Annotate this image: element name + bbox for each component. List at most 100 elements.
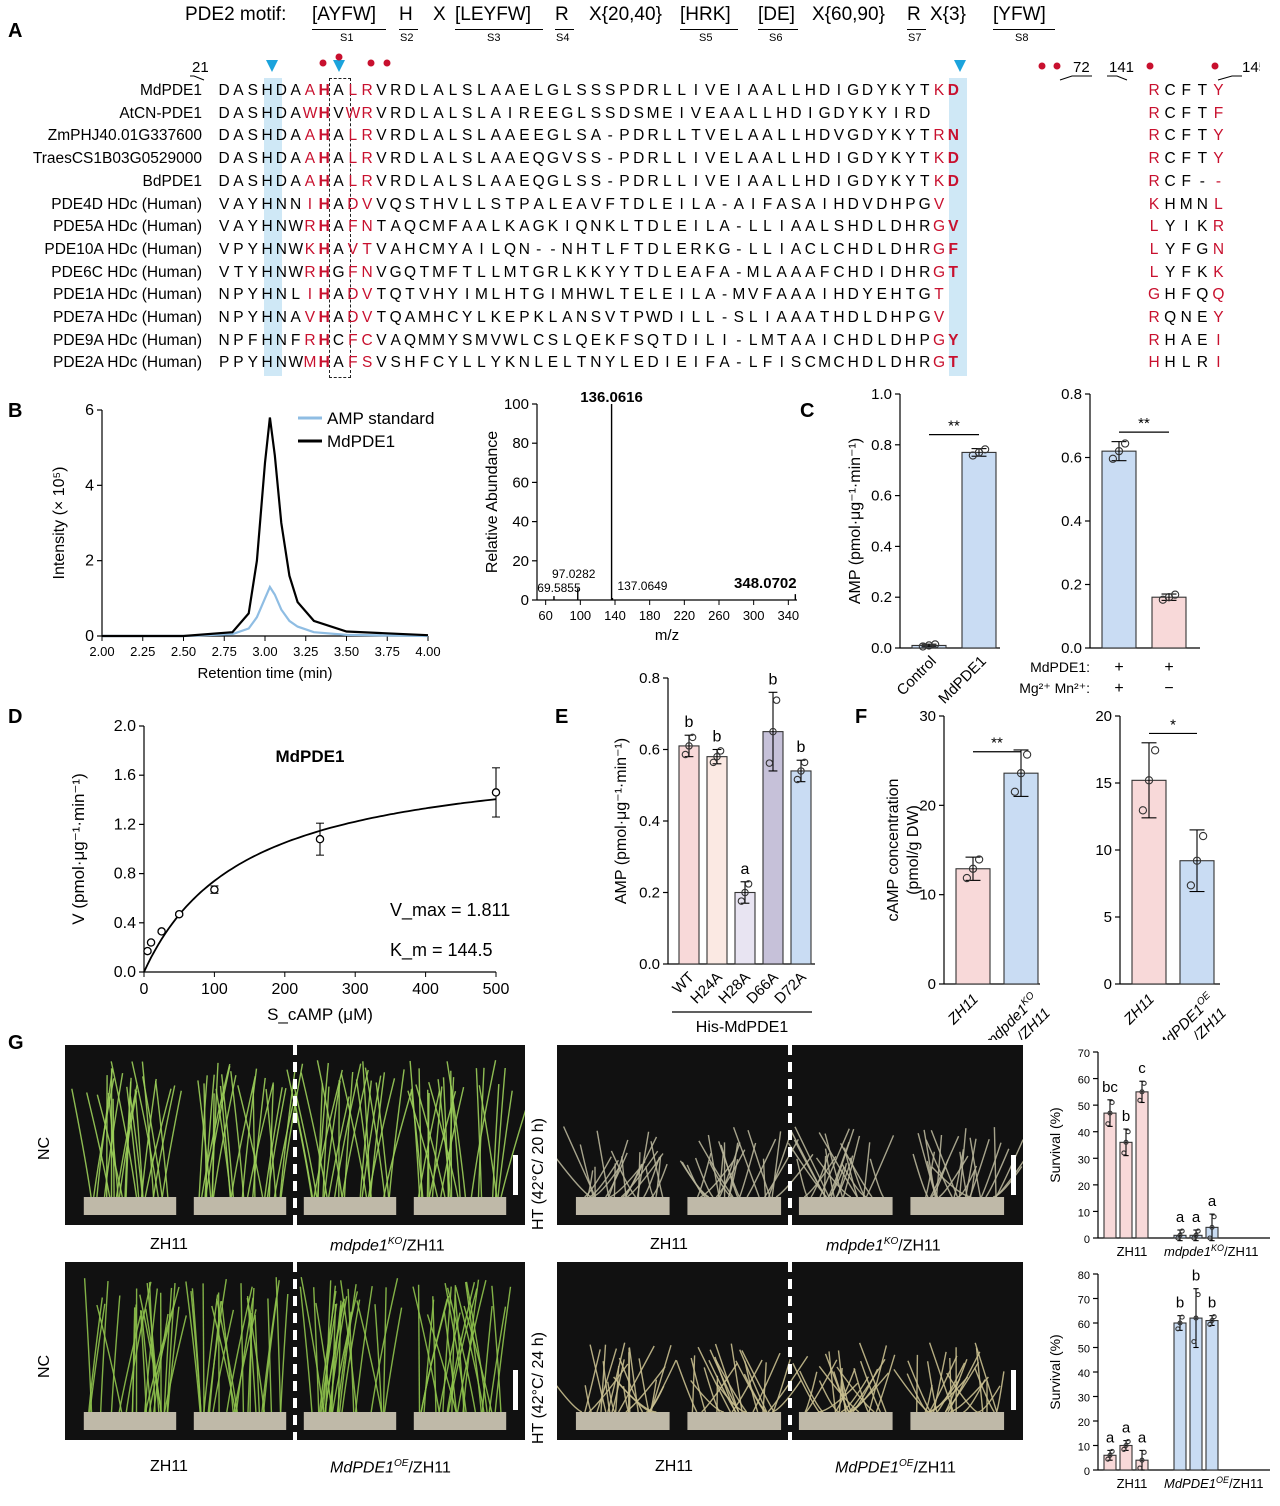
data-point bbox=[1109, 1099, 1115, 1106]
y-tick-label: 10 bbox=[1095, 842, 1112, 859]
data-point bbox=[1179, 1228, 1185, 1234]
y-tick-label: 40 bbox=[1078, 1368, 1090, 1380]
data-point bbox=[157, 927, 166, 936]
seedling-leaf bbox=[388, 1069, 405, 1198]
data-point bbox=[769, 727, 777, 736]
seedling-leaf bbox=[163, 1315, 187, 1413]
y-tick-label: 30 bbox=[919, 708, 936, 725]
mass-spectrum-chart: 0 20 40 60 80 100 60 100 140 180 220 260 300 340 m/z Re… bbox=[484, 390, 799, 644]
data-point bbox=[685, 742, 693, 750]
seedling-leaf bbox=[428, 1091, 457, 1198]
y-tick-label: 30 bbox=[1078, 1393, 1090, 1405]
caption-zh11: ZH11 bbox=[150, 1458, 188, 1475]
data-point bbox=[1137, 1097, 1143, 1103]
seedling-leaf bbox=[220, 1301, 234, 1413]
seedling-leaf bbox=[771, 1131, 782, 1198]
seedling-leaf bbox=[211, 1305, 237, 1413]
seedling-leaf bbox=[771, 1380, 802, 1413]
seedling-leaf bbox=[924, 1384, 933, 1413]
seedling-leaf bbox=[370, 1278, 399, 1413]
mutant-activity-chart: 0.00.20.40.60.8bbabbWTH24AH28AD66AD72AHi… bbox=[613, 670, 815, 1036]
seedling-leaf bbox=[947, 1351, 981, 1413]
seedling-leaf bbox=[700, 1159, 735, 1198]
panel-label-e: E bbox=[555, 706, 569, 728]
pot-tray bbox=[303, 1412, 397, 1430]
seedling-leaf bbox=[824, 1353, 850, 1413]
data-point bbox=[1139, 1089, 1145, 1095]
seedling-leaf bbox=[142, 1076, 163, 1198]
data-point bbox=[1144, 776, 1154, 785]
y-tick-label: 2.0 bbox=[114, 718, 136, 735]
seedling-leaf bbox=[237, 1085, 264, 1198]
conserved-his-highlight bbox=[264, 78, 282, 376]
significance-letter: a bbox=[1106, 1429, 1115, 1446]
seedling-leaf bbox=[969, 1138, 990, 1198]
y-tick-label: 20 bbox=[512, 553, 529, 570]
seedling-leaf bbox=[557, 1385, 583, 1413]
seedling-leaf bbox=[451, 1285, 457, 1413]
data-point bbox=[1105, 1456, 1111, 1462]
seedling-leaf bbox=[608, 1139, 629, 1198]
seedling-leaf bbox=[579, 1144, 595, 1198]
seedling-leaf bbox=[325, 1280, 332, 1413]
y-tick-label: 0.8 bbox=[639, 670, 660, 687]
seedling-leaf bbox=[500, 1109, 525, 1198]
motif-token: [LEYFW] bbox=[455, 4, 532, 25]
seedling-leaf bbox=[586, 1170, 594, 1198]
ms-peak-label: 348.0702 bbox=[734, 575, 797, 592]
motif-segment: S8 bbox=[1015, 32, 1029, 44]
seedling-leaf bbox=[374, 1304, 383, 1413]
pot-tray bbox=[910, 1197, 1005, 1215]
seedling-leaf bbox=[407, 1090, 439, 1198]
seedling-leaf bbox=[715, 1359, 748, 1413]
seedling-leaf bbox=[426, 1092, 430, 1198]
seedling-leaf bbox=[824, 1133, 844, 1198]
seedling-leaf bbox=[840, 1376, 870, 1413]
y-tick-label: 70 bbox=[1078, 1048, 1090, 1060]
pot-tray bbox=[575, 1412, 670, 1430]
data-point bbox=[1209, 1224, 1215, 1230]
significance-mark: ** bbox=[948, 418, 960, 435]
seedling-leaf bbox=[869, 1158, 884, 1198]
seedling-leaf bbox=[491, 1285, 502, 1413]
seedling-leaf bbox=[602, 1361, 611, 1413]
motif-token: X{20,40} bbox=[589, 4, 662, 25]
seedling-leaf bbox=[803, 1156, 837, 1198]
y-tick-label: 0 bbox=[1084, 1466, 1090, 1478]
seedling-leaf bbox=[716, 1375, 719, 1413]
motif-token: [AYFW] bbox=[312, 4, 377, 25]
legend-label: MdPDE1 bbox=[327, 432, 395, 451]
seedling-leaf bbox=[185, 1281, 201, 1413]
data-point bbox=[1177, 1320, 1183, 1326]
motif-segment: S6 bbox=[769, 32, 783, 44]
seedling-leaf bbox=[767, 1132, 792, 1198]
data-point bbox=[174, 909, 184, 919]
seedling-leaf bbox=[409, 1060, 421, 1198]
y-tick-label: 0.2 bbox=[1061, 577, 1082, 594]
category-label: D72A bbox=[771, 969, 810, 1008]
sequence-name: AtCN-PDE1 bbox=[119, 104, 202, 122]
x-axis-label: S_cAMP (μM) bbox=[267, 1005, 373, 1024]
seedling-leaf bbox=[464, 1281, 482, 1413]
x-tick-label: 220 bbox=[673, 608, 695, 623]
seedling-leaf bbox=[356, 1300, 383, 1413]
seedling-leaf bbox=[720, 1144, 739, 1198]
data-point bbox=[1121, 1446, 1127, 1452]
seedling-leaf bbox=[341, 1299, 361, 1413]
x-tick-label: 500 bbox=[483, 981, 510, 998]
seedling-leaf bbox=[938, 1155, 969, 1198]
seedling-leaf bbox=[340, 1073, 368, 1198]
seedling-leaf bbox=[144, 1088, 172, 1198]
data-point bbox=[797, 767, 805, 775]
seedling-leaf bbox=[202, 1283, 205, 1413]
bar bbox=[1135, 1091, 1149, 1239]
motif-token: R bbox=[907, 4, 921, 25]
data-point bbox=[1211, 1314, 1217, 1320]
seedling-leaf bbox=[383, 1088, 413, 1198]
x-tick-label: 100 bbox=[569, 608, 591, 623]
seedling-leaf bbox=[588, 1363, 629, 1413]
